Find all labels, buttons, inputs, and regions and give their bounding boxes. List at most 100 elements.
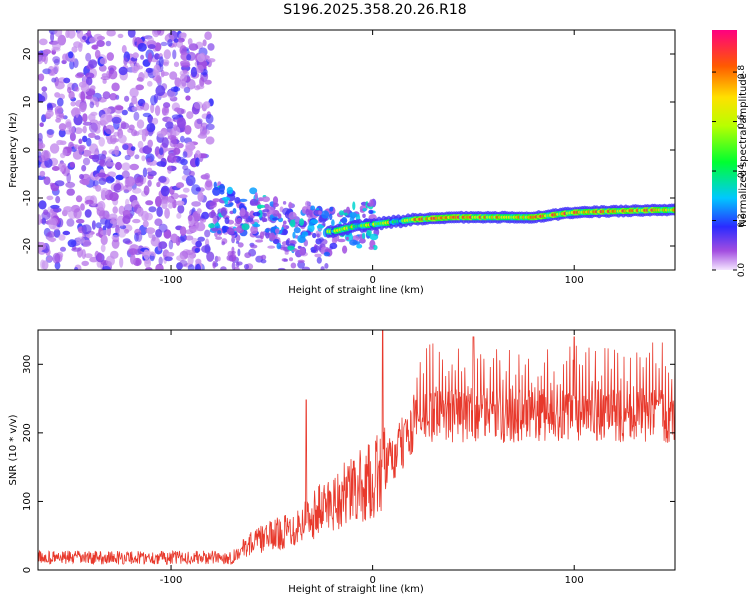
noise-blob (316, 256, 322, 264)
turbulence-blob (252, 211, 261, 217)
noise-blob (197, 191, 204, 202)
y-tick-label: -20 (22, 238, 33, 254)
noise-blob (236, 261, 243, 266)
colorbar-tick-label: 0.8 (737, 65, 747, 80)
turbulence-blob (305, 208, 310, 216)
colorbar-label: Normalized spectral amplitude (738, 73, 749, 227)
noise-blob (38, 200, 47, 210)
noise-blob (122, 184, 133, 192)
noise-blob (179, 226, 187, 237)
turbulence-blob (282, 228, 288, 236)
noise-blob (55, 115, 66, 120)
noise-blob (52, 40, 61, 51)
noise-blob (75, 236, 85, 245)
noise-blob (111, 238, 120, 249)
noise-blob (89, 143, 99, 154)
noise-blob (122, 238, 131, 244)
noise-blob (202, 101, 211, 109)
noise-blob (137, 42, 147, 52)
turbulence-blob (365, 201, 369, 209)
noise-blob (195, 157, 200, 167)
noise-blob (122, 215, 131, 225)
snr-series-line (38, 330, 675, 566)
noise-blob (76, 30, 84, 39)
noise-blob (117, 33, 124, 39)
x-tick-label: 0 (369, 275, 375, 286)
turbulence-blob (287, 245, 295, 251)
noise-blob (237, 248, 241, 257)
noise-blob (94, 49, 101, 59)
noise-blob (71, 247, 82, 252)
noise-blob (39, 122, 44, 127)
noise-blob (105, 255, 115, 267)
y-tick-label: 300 (22, 355, 33, 374)
noise-blob (297, 259, 305, 263)
turbulence-blob (307, 224, 315, 233)
noise-blob (129, 87, 139, 98)
noise-blob (159, 147, 164, 156)
turbulence-blob (239, 207, 246, 217)
noise-blob (237, 242, 244, 248)
noise-blob (231, 251, 236, 254)
noise-blob (137, 140, 144, 149)
noise-blob (142, 220, 149, 228)
noise-blob (90, 85, 96, 91)
colorbar-tick-label: 0.0 (737, 263, 747, 278)
noise-blob (80, 203, 85, 211)
noise-blob (178, 194, 188, 199)
turbulence-blob (297, 234, 306, 244)
turbulence-blob (208, 223, 215, 229)
noise-blob (80, 91, 86, 102)
noise-blob (166, 126, 173, 138)
noise-blob (155, 85, 166, 97)
noise-blob (68, 51, 74, 59)
noise-blob (104, 124, 115, 135)
turbulence-blob (369, 199, 374, 207)
noise-blob (185, 235, 194, 241)
turbulence-blob (362, 208, 367, 212)
noise-blob (153, 64, 161, 74)
turbulence-blob (315, 238, 322, 245)
noise-blob (92, 154, 100, 163)
noise-blob (54, 92, 61, 98)
noise-blob (54, 30, 63, 38)
noise-blob (92, 180, 99, 187)
turbulence-blob (213, 181, 217, 189)
noise-blob (38, 38, 48, 46)
turbulence-blob (257, 204, 266, 209)
turbulence-blob (288, 211, 297, 220)
x-tick-label: 100 (565, 575, 584, 586)
noise-blob (74, 86, 80, 92)
noise-blob (288, 257, 294, 262)
noise-blob (199, 218, 207, 223)
noise-blob (82, 121, 92, 126)
turbulence-blob (313, 245, 320, 252)
noise-blob (148, 206, 157, 213)
turbulence-blob (329, 213, 333, 221)
turbulence-blob (331, 219, 335, 227)
noise-blob (157, 30, 165, 36)
noise-blob (158, 256, 163, 266)
noise-blob (79, 174, 85, 180)
noise-blob (89, 101, 95, 109)
noise-blob (155, 76, 162, 84)
noise-blob (129, 163, 139, 171)
noise-blob (98, 177, 107, 185)
noise-blob (176, 156, 186, 164)
noise-blob (195, 263, 201, 270)
noise-blob (156, 161, 167, 167)
noise-blob (182, 187, 190, 193)
colorbar-tick-label: 0.6 (737, 114, 747, 129)
noise-blob (156, 130, 166, 138)
noise-blob (67, 86, 72, 94)
turbulence-blob (323, 251, 331, 257)
noise-blob (50, 32, 55, 42)
noise-blob (193, 101, 204, 109)
noise-blob (220, 266, 227, 270)
noise-blob (283, 258, 289, 262)
noise-blob (180, 233, 187, 242)
noise-blob (127, 30, 136, 38)
turbulence-blob (312, 232, 317, 239)
